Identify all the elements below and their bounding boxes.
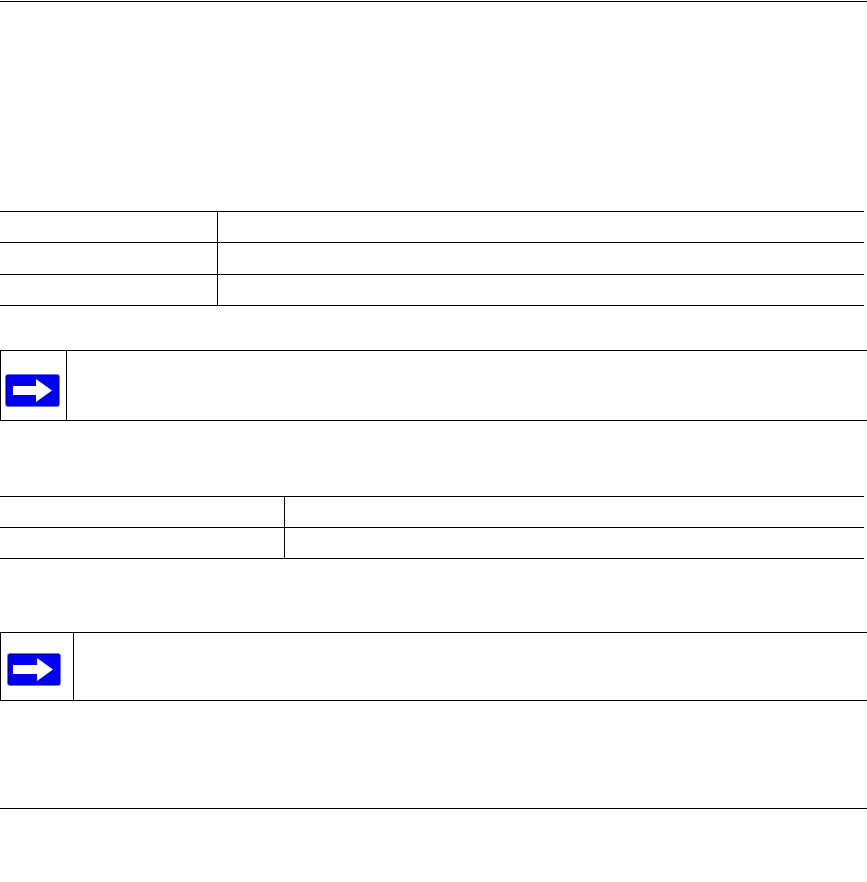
table-row (0, 242, 864, 275)
arrow-right-icon (5, 374, 60, 407)
arrow-right-icon (7, 653, 61, 686)
table-row (0, 496, 864, 528)
table-1 (0, 211, 864, 306)
table-cell (0, 242, 218, 275)
table-row (0, 527, 864, 559)
table-cell (284, 527, 864, 559)
table-cell (217, 211, 864, 243)
table-cell (0, 274, 218, 306)
table-cell (0, 211, 218, 243)
note-box-2 (0, 632, 867, 701)
footer-rule (0, 808, 867, 809)
table-2 (0, 496, 864, 559)
header-rule (0, 1, 867, 2)
table-row (0, 274, 864, 306)
table-cell (217, 242, 864, 275)
table-row (0, 211, 864, 243)
note-box-1 (0, 350, 867, 421)
note-icon-cell (1, 633, 74, 700)
table-cell (0, 527, 285, 559)
table-cell (217, 274, 864, 306)
table-cell (284, 496, 864, 528)
table-cell (0, 496, 285, 528)
note-icon-cell (1, 351, 67, 420)
